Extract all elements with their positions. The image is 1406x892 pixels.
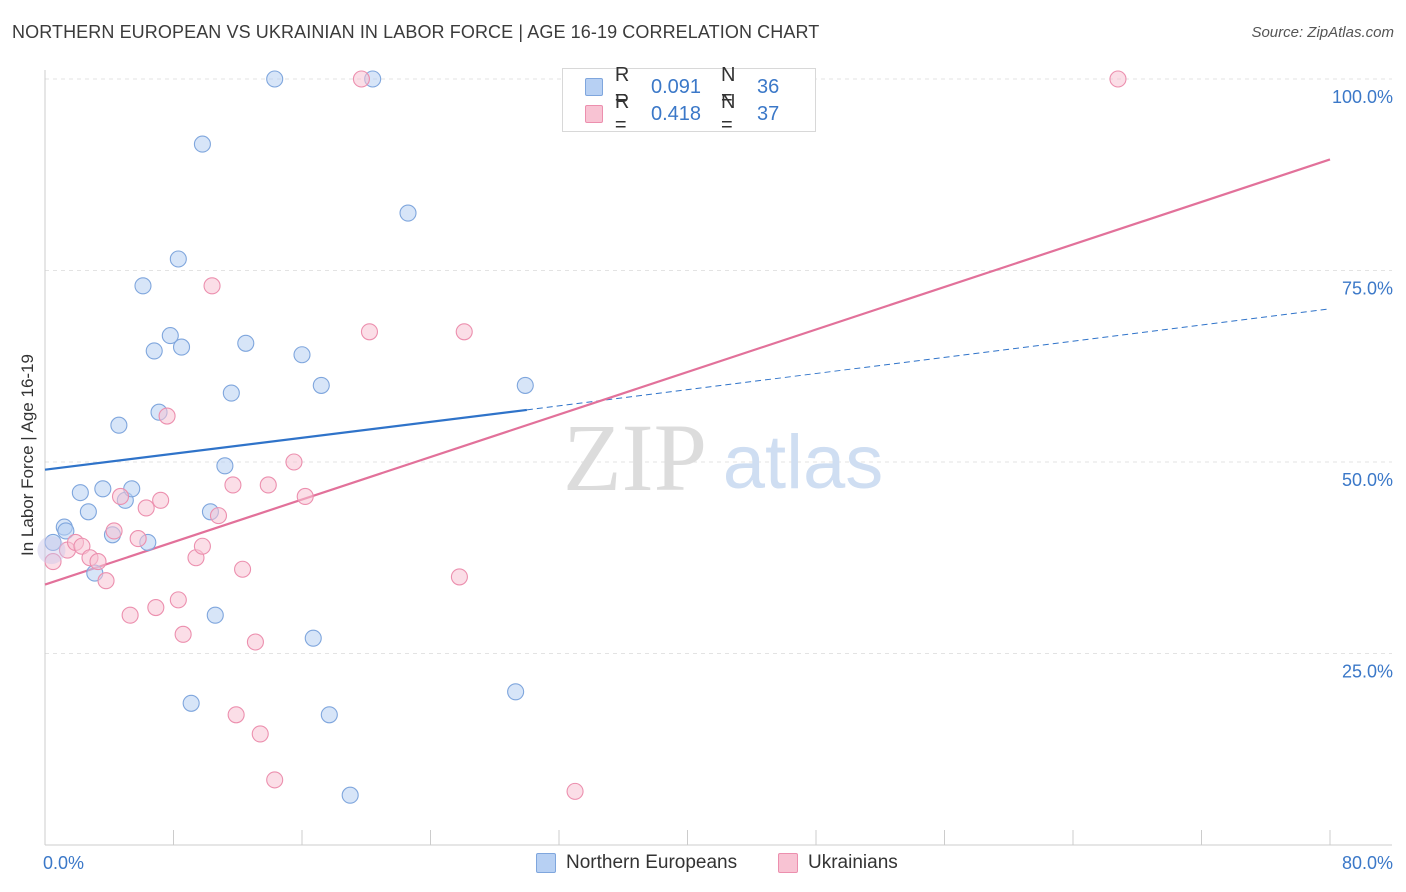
- trend-lines: [44, 158, 1331, 586]
- data-point: [234, 560, 252, 578]
- x-tick-label: 80.0%: [1342, 853, 1393, 873]
- data-point: [246, 633, 264, 651]
- data-point: [251, 725, 269, 743]
- data-point-cluster: [37, 536, 66, 565]
- stats-legend: R = 0.091 N = 36 R = 0.418 N = 37: [562, 64, 816, 136]
- legend-swatch-blue: [585, 78, 603, 96]
- data-point: [145, 342, 163, 360]
- y-tick-label: 100.0%: [1332, 87, 1393, 107]
- data-point: [209, 507, 228, 525]
- data-point: [147, 598, 165, 617]
- legend-swatch-blue: [536, 853, 556, 873]
- legend-n-key: N =: [720, 91, 736, 136]
- legend-swatch-pink: [778, 853, 798, 873]
- data-point: [57, 522, 75, 540]
- data-point: [161, 327, 179, 345]
- data-point: [222, 384, 240, 402]
- data-point: [111, 487, 130, 506]
- data-point: [129, 530, 147, 548]
- data-points: [37, 70, 1127, 804]
- data-point: [121, 606, 139, 624]
- data-point: [193, 135, 211, 153]
- data-point: [296, 487, 314, 506]
- legend-r-key: R =: [614, 64, 630, 109]
- data-point: [237, 334, 255, 352]
- data-point: [134, 277, 152, 295]
- data-point: [79, 503, 97, 521]
- legend-r-value: 0.091: [650, 75, 702, 98]
- data-point: [152, 491, 170, 509]
- legend-r-value: 0.418: [650, 102, 702, 125]
- data-point: [304, 629, 322, 647]
- data-point: [158, 407, 176, 425]
- data-point: [507, 683, 525, 701]
- data-point: [203, 277, 221, 295]
- source-label: Source: ZipAtlas.com: [1251, 24, 1394, 41]
- data-point: [1109, 70, 1127, 88]
- y-tick-labels: 25.0% 50.0% 75.0% 100.0%: [1332, 87, 1393, 682]
- y-tick-label: 25.0%: [1342, 662, 1393, 682]
- x-tick-label: 0.0%: [43, 853, 84, 873]
- data-point: [71, 484, 89, 502]
- data-point: [110, 416, 128, 434]
- watermark-atlas: atlas: [723, 420, 884, 505]
- data-point: [360, 323, 379, 341]
- data-point: [224, 476, 242, 494]
- data-point: [193, 537, 211, 555]
- legend-row-ukrainians: R = 0.418 N = 37: [585, 91, 815, 136]
- data-point: [182, 694, 200, 712]
- x-tick-labels: 0.0% 80.0%: [43, 853, 1393, 873]
- data-point: [44, 533, 62, 551]
- legend-label: Ukrainians: [808, 852, 898, 873]
- data-point: [259, 476, 277, 494]
- watermark-zip: ZIP: [563, 404, 707, 511]
- data-point: [44, 553, 62, 571]
- data-point: [97, 572, 115, 590]
- data-point: [266, 70, 284, 88]
- trend-line: [44, 158, 1331, 586]
- legend-row-northern-europeans: R = 0.091 N = 36: [585, 64, 815, 109]
- data-point: [352, 70, 370, 88]
- data-point: [320, 706, 338, 724]
- legend-swatch-pink: [585, 105, 603, 123]
- legend-n-key: N =: [720, 64, 736, 109]
- data-point: [137, 499, 155, 517]
- data-point: [266, 771, 284, 789]
- chart-title: NORTHERN EUROPEAN VS UKRAINIAN IN LABOR …: [12, 22, 820, 42]
- data-point: [174, 625, 192, 643]
- data-point: [341, 786, 359, 804]
- trend-line: [44, 408, 528, 471]
- watermark: ZIP atlas: [563, 404, 883, 511]
- data-point: [312, 376, 330, 394]
- legend-n-value: 36: [756, 75, 780, 98]
- legend-item-northern-europeans: Northern Europeans: [536, 852, 737, 874]
- data-point: [566, 782, 584, 800]
- legend-n-value: 37: [756, 102, 780, 125]
- data-point: [206, 606, 224, 624]
- data-point: [89, 553, 107, 571]
- legend-r-key: R =: [614, 91, 630, 136]
- data-point: [450, 568, 468, 586]
- series-legend: Northern Europeans Ukrainians: [0, 852, 1406, 876]
- data-point: [455, 323, 473, 341]
- axes: [44, 70, 1392, 846]
- data-point: [516, 376, 534, 394]
- data-point: [399, 204, 417, 222]
- data-point: [227, 706, 245, 724]
- data-point: [285, 453, 303, 471]
- data-point: [105, 522, 123, 540]
- legend-label: Northern Europeans: [566, 852, 738, 873]
- y-tick-label: 75.0%: [1342, 279, 1393, 299]
- trend-line-dashed: [526, 308, 1331, 411]
- data-point: [169, 591, 187, 609]
- legend-item-ukrainians: Ukrainians: [778, 852, 898, 874]
- data-point: [169, 250, 187, 268]
- data-point: [94, 480, 112, 498]
- data-point: [172, 338, 191, 356]
- data-point: [293, 346, 311, 364]
- y-tick-label: 50.0%: [1342, 470, 1393, 490]
- data-point: [216, 457, 234, 475]
